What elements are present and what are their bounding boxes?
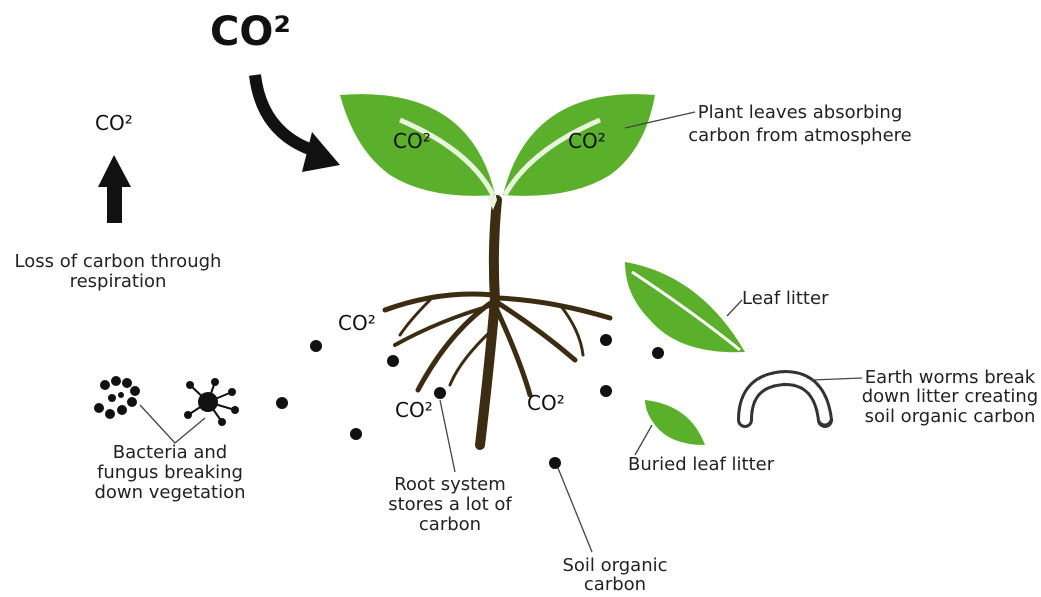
label: Loss of carbon through xyxy=(15,251,222,272)
up-arrow xyxy=(107,185,122,223)
leader-line xyxy=(635,425,652,455)
label: Bacteria and xyxy=(113,442,227,463)
co2-respiration: CO² xyxy=(95,111,133,135)
label: stores a lot of xyxy=(388,494,512,515)
label: Plant leaves absorbing xyxy=(698,102,903,123)
label: respiration xyxy=(70,271,167,292)
diagram: CO² CO² Loss of carbon through respirati… xyxy=(0,0,1041,597)
leader-line xyxy=(440,400,455,472)
bacteria xyxy=(94,376,140,419)
label: fungus breaking xyxy=(97,462,243,483)
leader-line xyxy=(812,378,862,380)
co2-leaf: CO² xyxy=(568,129,606,153)
label: carbon xyxy=(584,574,646,595)
co2-main: CO² xyxy=(210,9,291,55)
label: carbon from atmosphere xyxy=(688,125,912,146)
label: Buried leaf litter xyxy=(628,454,775,475)
absorb-arrowhead xyxy=(302,132,340,172)
label: down vegetation xyxy=(94,482,245,503)
label: Earth worms break xyxy=(865,367,1036,388)
up-arrowhead xyxy=(98,155,131,187)
label: Root system xyxy=(394,474,506,495)
label: carbon xyxy=(419,514,481,535)
buried-leaf xyxy=(645,400,705,445)
label: Soil organic xyxy=(562,555,667,576)
label: down litter creating xyxy=(862,386,1039,407)
co2-soil: CO² xyxy=(395,398,433,422)
label: Leaf litter xyxy=(742,288,829,309)
leader-line xyxy=(558,468,592,552)
co2-leaf: CO² xyxy=(393,129,431,153)
fungus xyxy=(184,378,239,426)
co2-soil: CO² xyxy=(338,311,376,335)
label: soil organic carbon xyxy=(865,406,1036,427)
page: CO² CO² Loss of carbon through respirati… xyxy=(0,0,1041,597)
leader-line xyxy=(727,300,742,316)
absorb-arrow xyxy=(255,75,318,152)
co2-soil: CO² xyxy=(527,391,565,415)
